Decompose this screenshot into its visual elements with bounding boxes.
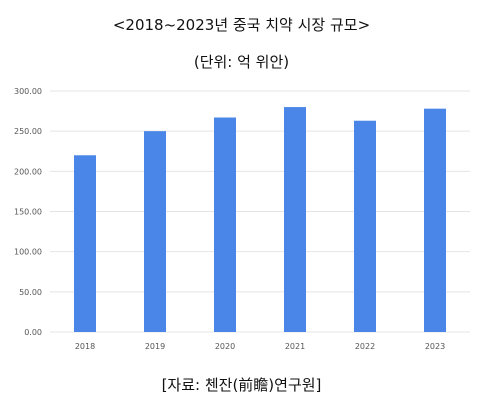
y-tick-label: 250.00: [14, 127, 42, 136]
y-tick-label: 50.00: [19, 288, 42, 297]
bar-2019: [144, 131, 166, 332]
chart-area: 0.00 50.00 100.00 150.00 200.00 250.00 300.00 …: [0, 80, 483, 360]
bar-2021: [284, 107, 306, 332]
bar-chart: 0.0050.00100.00150.00200.00250.00300.00 …: [14, 87, 470, 351]
bar-2022: [354, 120, 376, 332]
y-tick-label: 200.00: [14, 167, 42, 176]
bar-2020: [214, 117, 236, 332]
source-note: [자료: 첸잔(前瞻)연구원]: [161, 376, 322, 394]
y-tick-label: 150.00: [14, 208, 42, 217]
bar-2018: [74, 155, 96, 332]
y-tick-label: 0.00: [24, 328, 42, 337]
x-tick-label: 2023: [425, 342, 445, 351]
chart-title: <2018~2023년 중국 치약 시장 규모>: [112, 16, 371, 34]
bars: [74, 107, 446, 332]
chart-subtitle: (단위: 억 위안): [193, 53, 290, 71]
bar-2023: [424, 108, 446, 332]
x-tick-label: 2022: [355, 342, 375, 351]
x-tick-label: 2019: [145, 342, 165, 351]
x-tick-label: 2021: [285, 342, 305, 351]
y-tick-label: 100.00: [14, 248, 42, 257]
y-axis-ticks: 0.00 50.00 100.00 150.00 200.00 250.00 300.00: [14, 87, 42, 337]
y-tick-label: 300.00: [14, 87, 42, 96]
x-tick-label: 2020: [215, 342, 235, 351]
gridlines: [50, 90, 470, 333]
x-tick-label: 2018: [75, 342, 95, 351]
x-axis-ticks: 2018 2019 2020 2021 2022 2023: [75, 342, 445, 351]
